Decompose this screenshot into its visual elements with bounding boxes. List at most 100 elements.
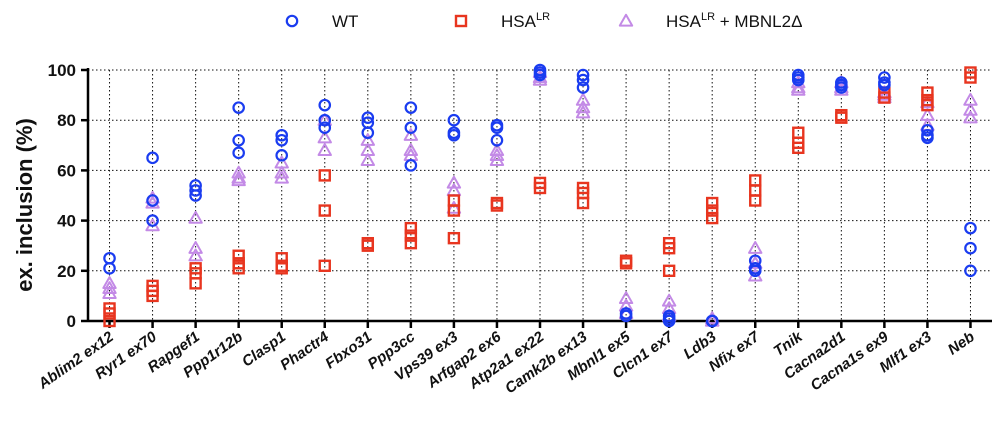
data-point: [661, 293, 677, 307]
data-point: [103, 307, 116, 320]
data-point: [490, 133, 504, 147]
data-point: [964, 221, 977, 235]
data-points: [102, 63, 978, 328]
data-point: [662, 242, 676, 255]
series-circle: [103, 63, 977, 328]
y-axis-label: ex. inclusion (%): [12, 118, 37, 292]
data-point: [877, 87, 892, 101]
data-point: [188, 248, 203, 262]
data-point: [188, 241, 203, 254]
data-point: [318, 98, 332, 112]
gridlines: [88, 69, 992, 322]
data-point: [576, 73, 590, 87]
data-point: [533, 181, 547, 195]
data-point: [705, 211, 719, 225]
data-point: [835, 81, 848, 94]
data-point: [318, 121, 332, 135]
x-tick-label: Neb: [945, 328, 978, 358]
legend-marker-circle: [285, 14, 299, 28]
data-point: [275, 128, 289, 142]
legend-label: HSALR: [501, 11, 550, 31]
data-point: [964, 241, 977, 255]
data-point: [447, 231, 461, 245]
data-point: [275, 262, 288, 275]
data-point: [662, 314, 676, 328]
data-point: [146, 194, 159, 207]
data-point: [575, 100, 591, 114]
data-point: [490, 199, 504, 212]
data-point: [576, 81, 590, 94]
data-point: [361, 111, 375, 124]
data-point: [921, 86, 934, 99]
data-point: [749, 194, 762, 207]
data-point: [963, 110, 978, 124]
data-point: [232, 262, 245, 275]
data-point: [705, 204, 719, 217]
data-point: [964, 264, 977, 278]
data-point: [446, 175, 462, 189]
data-point: [275, 133, 289, 147]
data-point: [575, 105, 591, 119]
data-point: [361, 239, 375, 252]
data-point: [145, 195, 160, 209]
data-point: [489, 153, 505, 167]
data-point: [619, 309, 633, 323]
y-tick-label: 20: [57, 262, 76, 281]
data-point: [446, 200, 462, 214]
data-point: [404, 101, 418, 114]
x-tick-label: Fbxo31: [322, 328, 375, 372]
y-tick-label: 0: [67, 312, 76, 331]
data-point: [749, 174, 762, 187]
data-point: [189, 184, 202, 197]
data-point: [748, 241, 763, 254]
y-tick-label: 40: [57, 212, 76, 231]
data-point: [360, 153, 376, 167]
data-point: [232, 249, 245, 262]
data-point: [490, 121, 504, 135]
data-point: [404, 159, 418, 172]
data-point: [102, 281, 117, 295]
data-point: [318, 259, 331, 272]
data-point: [404, 221, 418, 235]
data-point: [274, 170, 289, 184]
data-point: [274, 165, 289, 179]
data-point: [146, 151, 159, 165]
data-point: [447, 113, 461, 127]
data-point: [619, 257, 633, 270]
data-point: [791, 82, 806, 96]
data-point: [705, 314, 719, 328]
legend-marker-triangle: [618, 13, 634, 27]
data-point: [705, 196, 719, 210]
data-point: [189, 189, 202, 202]
legend-label: WT: [332, 12, 358, 31]
data-point: [232, 133, 245, 147]
data-point: [835, 111, 848, 124]
data-point: [533, 68, 547, 82]
data-point: [447, 204, 461, 217]
data-point: [792, 141, 805, 155]
data-point: [231, 170, 246, 184]
data-point: [878, 78, 891, 92]
data-point: [403, 128, 419, 141]
data-point: [317, 143, 332, 156]
data-point: [102, 286, 117, 300]
x-tick-label: Phactr4: [277, 328, 332, 374]
data-point: [232, 101, 245, 114]
data-point: [791, 73, 805, 87]
data-point: [275, 149, 289, 162]
y-tick-label: 100: [48, 61, 76, 80]
data-point: [447, 194, 461, 207]
data-point: [921, 123, 934, 137]
data-point: [403, 143, 419, 156]
legend-marker-square: [454, 14, 468, 28]
data-point: [317, 130, 332, 144]
data-point: [189, 277, 202, 290]
data-point: [404, 236, 418, 250]
legend-label: HSALR + MBNL2Δ: [666, 11, 802, 31]
data-point: [103, 314, 116, 328]
data-point: [575, 92, 591, 106]
data-point: [792, 126, 805, 139]
data-point: [748, 264, 762, 278]
data-point: [447, 128, 461, 142]
